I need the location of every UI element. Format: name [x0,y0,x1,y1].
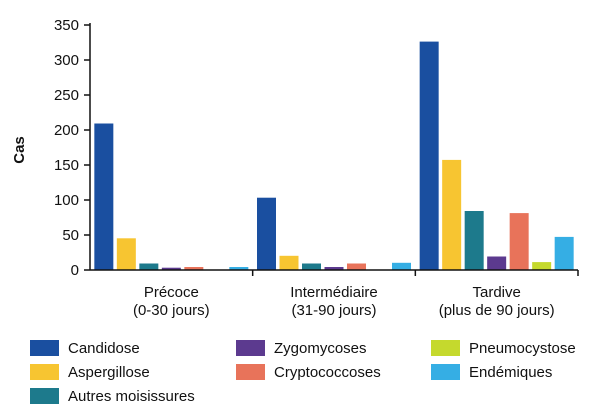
x-tick-label: Tardive [472,284,520,301]
x-tick-label: Précoce [144,284,199,301]
bar [553,235,575,271]
y-tick-label: 100 [54,192,79,209]
y-tick-label: 0 [71,262,79,279]
legend-swatch [236,364,265,380]
bar [508,212,530,271]
bar [93,122,115,271]
legend-swatch [30,364,59,380]
x-tick-label: Intermédiaire [290,284,378,301]
legend-swatch [431,364,460,380]
bar [418,40,440,271]
y-axis-label: Cas [11,136,28,164]
bar [531,261,553,271]
legend-label: Zygomycoses [274,340,367,357]
bar [256,196,277,271]
legend-swatch [431,340,460,356]
x-tick-label: (plus de 90 jours) [439,302,555,319]
bar [486,255,508,271]
legend-label: Endémiques [469,364,552,381]
legend-label: Candidose [68,340,140,357]
legend-label: Aspergillose [68,364,150,381]
bar [278,254,300,271]
bar [115,237,137,271]
y-tick-label: 200 [54,122,79,139]
x-tick-label: (31-90 jours) [291,302,376,319]
bar [391,261,412,271]
legend-swatch [30,340,59,356]
y-tick-label: 350 [54,17,79,34]
y-tick-label: 250 [54,87,79,104]
bar [441,158,463,271]
legend-label: Autres moisissures [68,388,195,405]
y-tick-label: 150 [54,157,79,174]
bar [346,262,367,271]
legend-label: Cryptococcoses [274,364,381,381]
legend-swatch [236,340,265,356]
y-axis: 0 50 100 150 200 250 300 350 [54,17,91,279]
x-tick-label: (0-30 jours) [133,302,210,319]
bar [463,210,485,271]
legend-swatch [30,388,59,404]
x-axis: Précoce(0-30 jours) Intermédiaire(31-90 j… [90,269,579,319]
bar [138,262,160,271]
legend: Candidose Aspergillose Autres moisissures Z… [30,340,576,405]
y-tick-label: 50 [62,227,79,244]
y-tick-label: 300 [54,52,79,69]
bar [301,262,322,271]
bars [93,40,575,271]
legend-label: Pneumocystose [469,340,576,357]
